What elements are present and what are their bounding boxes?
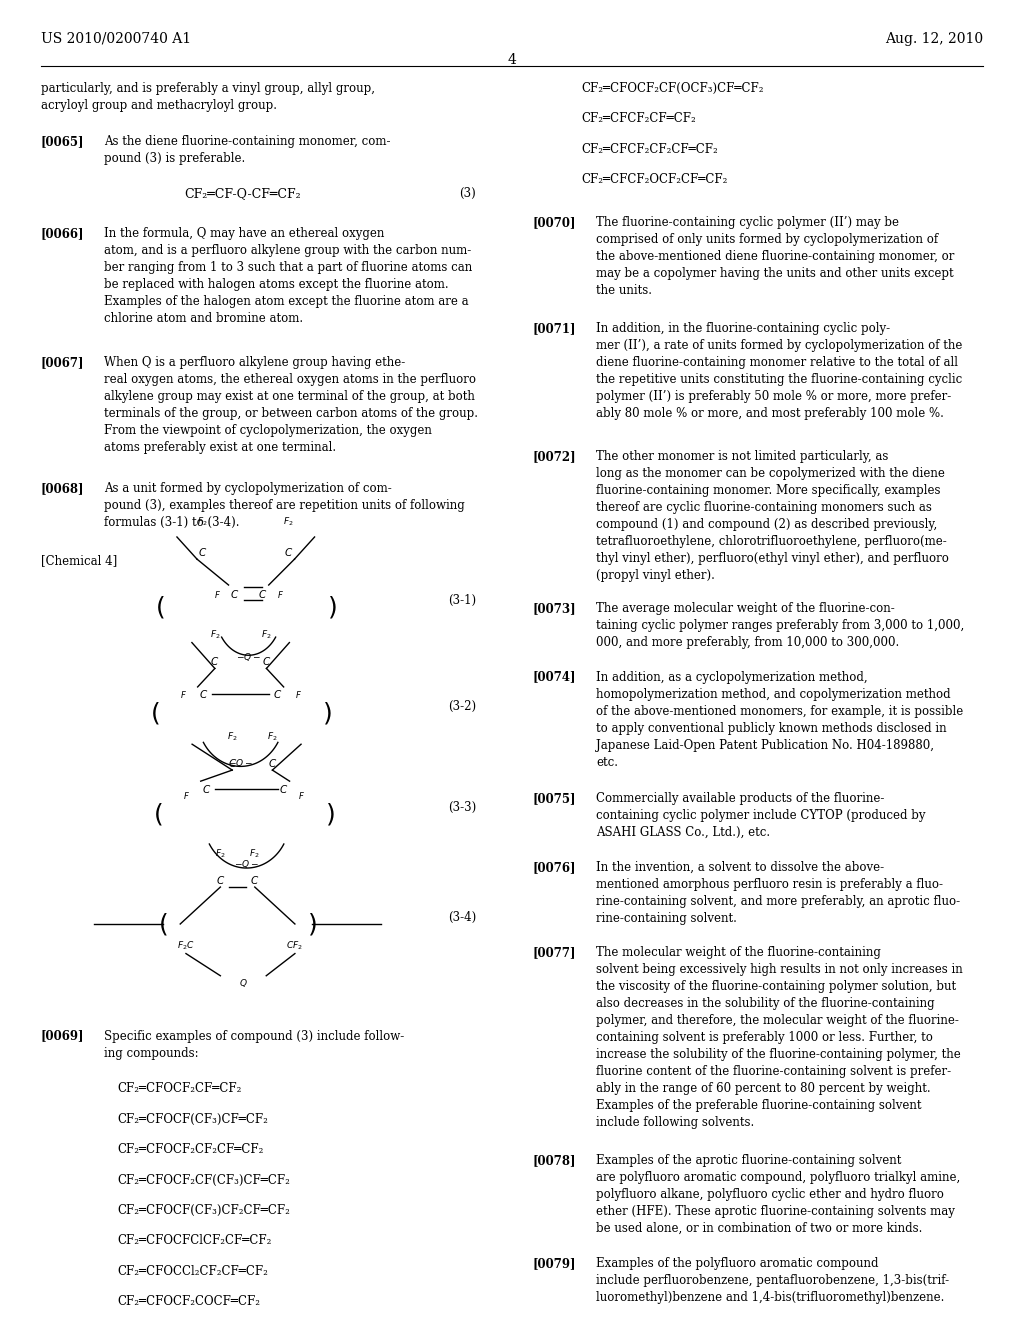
Text: $F_2$: $F_2$ [261, 628, 271, 642]
Text: When Q is a perfluoro alkylene group having ethe-
real oxygen atoms, the etherea: When Q is a perfluoro alkylene group hav… [104, 356, 478, 454]
Text: [0072]: [0072] [532, 450, 577, 463]
Text: $C$: $C$ [216, 874, 225, 886]
Text: Examples of the polyfluoro aromatic compound
include perfluorobenzene, pentafluo: Examples of the polyfluoro aromatic comp… [596, 1257, 949, 1304]
Text: In addition, as a cyclopolymerization method,
homopolymerization method, and cop: In addition, as a cyclopolymerization me… [596, 671, 964, 768]
Text: $C$: $C$ [262, 655, 271, 667]
Text: CF₂═CFOCF₂CF(CF₃)CF═CF₂: CF₂═CFOCF₂CF(CF₃)CF═CF₂ [118, 1173, 291, 1187]
Text: Commercially available products of the fluorine-
containing cyclic polymer inclu: Commercially available products of the f… [596, 792, 926, 840]
Text: $($: $($ [153, 801, 163, 828]
Text: [0071]: [0071] [532, 322, 575, 335]
Text: $-Q-$: $-Q-$ [237, 651, 261, 663]
Text: $C$: $C$ [280, 783, 289, 795]
Text: Specific examples of compound (3) include follow-
ing compounds:: Specific examples of compound (3) includ… [104, 1030, 404, 1060]
Text: $($: $($ [155, 594, 165, 620]
Text: $F$: $F$ [183, 791, 189, 801]
Text: $F_2$: $F_2$ [267, 730, 278, 743]
Text: CF₂═CFOCFClCF₂CF═CF₂: CF₂═CFOCFClCF₂CF═CF₂ [118, 1234, 272, 1247]
Text: $C$: $C$ [273, 688, 283, 701]
Text: [0075]: [0075] [532, 792, 575, 805]
Text: $-Q-$: $-Q-$ [234, 858, 259, 870]
Text: The molecular weight of the fluorine-containing
solvent being excessively high r: The molecular weight of the fluorine-con… [596, 946, 963, 1130]
Text: US 2010/0200740 A1: US 2010/0200740 A1 [41, 32, 191, 46]
Text: [0065]: [0065] [41, 135, 84, 148]
Text: CF₂═CFOCCl₂CF₂CF═CF₂: CF₂═CFOCCl₂CF₂CF═CF₂ [118, 1265, 268, 1278]
Text: $)$: $)$ [327, 594, 337, 620]
Text: The average molecular weight of the fluorine-con-
taining cyclic polymer ranges : The average molecular weight of the fluo… [596, 602, 965, 649]
Text: [0077]: [0077] [532, 946, 575, 960]
Text: $F_2$: $F_2$ [227, 730, 238, 743]
Text: $C$: $C$ [199, 545, 207, 558]
Text: 4: 4 [508, 53, 516, 67]
Text: $F$: $F$ [295, 689, 301, 700]
Text: $C$: $C$ [229, 589, 239, 601]
Text: In the invention, a solvent to dissolve the above-
mentioned amorphous perfluoro: In the invention, a solvent to dissolve … [596, 861, 961, 924]
Text: $F_2$: $F_2$ [250, 847, 260, 861]
Text: $C$: $C$ [210, 655, 219, 667]
Text: CF₂═CFOCF₂CF₂CF═CF₂: CF₂═CFOCF₂CF₂CF═CF₂ [118, 1143, 264, 1156]
Text: $Q$: $Q$ [239, 977, 248, 989]
Text: [0068]: [0068] [41, 482, 84, 495]
Text: $C$: $C$ [199, 688, 208, 701]
Text: $F$: $F$ [276, 589, 284, 599]
Text: $($: $($ [158, 911, 168, 937]
Text: $F_2$: $F_2$ [284, 516, 294, 528]
Text: $)$: $)$ [307, 911, 316, 937]
Text: The other monomer is not limited particularly, as
long as the monomer can be cop: The other monomer is not limited particu… [596, 450, 949, 582]
Text: $CF_2$: $CF_2$ [287, 940, 303, 953]
Text: $F_2C$: $F_2C$ [177, 940, 195, 953]
Text: (3-4): (3-4) [447, 911, 476, 924]
Text: (3-2): (3-2) [449, 700, 476, 713]
Text: As the diene fluorine-containing monomer, com-
pound (3) is preferable.: As the diene fluorine-containing monomer… [104, 135, 391, 165]
Text: $F_2$: $F_2$ [210, 628, 220, 642]
Text: [0066]: [0066] [41, 227, 84, 240]
Text: CF₂═CFOCF(CF₃)CF₂CF═CF₂: CF₂═CFOCF(CF₃)CF₂CF═CF₂ [118, 1204, 291, 1217]
Text: (3): (3) [460, 187, 476, 201]
Text: The fluorine-containing cyclic polymer (II’) may be
comprised of only units form: The fluorine-containing cyclic polymer (… [596, 216, 954, 297]
Text: [Chemical 4]: [Chemical 4] [41, 554, 117, 568]
Text: $C$: $C$ [285, 545, 293, 558]
Text: [0078]: [0078] [532, 1154, 575, 1167]
Text: [0070]: [0070] [532, 216, 575, 230]
Text: As a unit formed by cyclopolymerization of com-
pound (3), examples thereof are : As a unit formed by cyclopolymerization … [104, 482, 465, 529]
Text: Examples of the aprotic fluorine-containing solvent
are polyfluoro aromatic comp: Examples of the aprotic fluorine-contain… [596, 1154, 961, 1234]
Text: $F$: $F$ [298, 791, 304, 801]
Text: $C$: $C$ [202, 783, 211, 795]
Text: Aug. 12, 2010: Aug. 12, 2010 [885, 32, 983, 46]
Text: CF₂═CFOCF(CF₃)CF═CF₂: CF₂═CFOCF(CF₃)CF═CF₂ [118, 1113, 268, 1126]
Text: CF₂═CF-Q-CF═CF₂: CF₂═CF-Q-CF═CF₂ [184, 187, 301, 201]
Text: [0074]: [0074] [532, 671, 575, 684]
Text: In addition, in the fluorine-containing cyclic poly-
mer (II’), a rate of units : In addition, in the fluorine-containing … [596, 322, 963, 420]
Text: (3-3): (3-3) [447, 801, 476, 814]
Text: CF₂═CFCF₂OCF₂CF═CF₂: CF₂═CFCF₂OCF₂CF═CF₂ [582, 173, 728, 186]
Text: particularly, and is preferably a vinyl group, allyl group,
acryloyl group and m: particularly, and is preferably a vinyl … [41, 82, 375, 112]
Text: $C$: $C$ [227, 756, 237, 768]
Text: $)$: $)$ [322, 700, 332, 726]
Text: (3-1): (3-1) [449, 594, 476, 607]
Text: $C$: $C$ [268, 756, 276, 768]
Text: $)$: $)$ [325, 801, 335, 828]
Text: [0076]: [0076] [532, 861, 575, 874]
Text: [0079]: [0079] [532, 1257, 575, 1270]
Text: In the formula, Q may have an ethereal oxygen
atom, and is a perfluoro alkylene : In the formula, Q may have an ethereal o… [104, 227, 473, 325]
Text: $($: $($ [150, 700, 160, 726]
Text: $F_2$: $F_2$ [215, 847, 225, 861]
Text: CF₂═CFOCF₂CF(OCF₃)CF═CF₂: CF₂═CFOCF₂CF(OCF₃)CF═CF₂ [582, 82, 764, 95]
Text: CF₂═CFOCF₂CF═CF₂: CF₂═CFOCF₂CF═CF₂ [118, 1082, 242, 1096]
Text: $F$: $F$ [214, 589, 220, 599]
Text: CF₂═CFCF₂CF₂CF═CF₂: CF₂═CFCF₂CF₂CF═CF₂ [582, 143, 719, 156]
Text: $-Q-$: $-Q-$ [228, 756, 253, 768]
Text: $F$: $F$ [180, 689, 186, 700]
Text: [0067]: [0067] [41, 356, 84, 370]
Text: [0069]: [0069] [41, 1030, 84, 1043]
Text: CF₂═CFCF₂CF═CF₂: CF₂═CFCF₂CF═CF₂ [582, 112, 696, 125]
Text: $C$: $C$ [250, 874, 259, 886]
Text: CF₂═CFOCF₂COCF═CF₂: CF₂═CFOCF₂COCF═CF₂ [118, 1295, 261, 1308]
Text: [0073]: [0073] [532, 602, 577, 615]
Text: $F_2$: $F_2$ [198, 516, 208, 528]
Text: $C$: $C$ [258, 589, 267, 601]
